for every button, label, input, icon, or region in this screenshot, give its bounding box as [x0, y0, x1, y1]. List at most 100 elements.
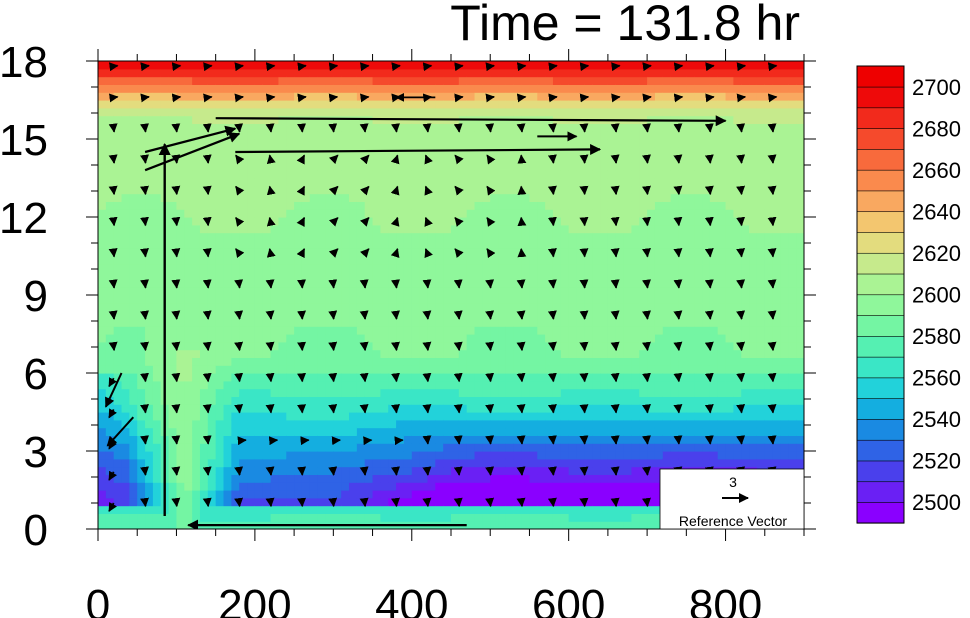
field-cell [482, 68, 491, 78]
field-cell [490, 318, 499, 327]
field-cell [592, 513, 601, 522]
field-cell [451, 365, 460, 374]
field-cell [396, 100, 405, 109]
field-cell [451, 61, 460, 70]
field-cell [317, 427, 327, 436]
field-cell [600, 458, 609, 468]
field-cell [623, 396, 633, 405]
field-cell [388, 318, 397, 327]
field-cell [419, 334, 429, 343]
field-cell [537, 341, 546, 351]
field-cell [294, 115, 303, 124]
field-cell [513, 92, 523, 101]
field-cell [654, 131, 664, 140]
field-cell [176, 115, 185, 124]
field-cell [576, 505, 585, 514]
field-cell [435, 178, 444, 187]
field-cell [482, 271, 491, 280]
field-cell [686, 209, 695, 218]
field-cell [725, 310, 734, 319]
field-cell [568, 139, 578, 148]
field-cell [254, 185, 264, 195]
field-cell [631, 357, 640, 366]
field-cell [239, 373, 248, 382]
field-cell [207, 326, 217, 335]
field-cell [325, 256, 334, 265]
field-cell [184, 201, 193, 210]
field-cell [694, 209, 703, 218]
field-cell [694, 334, 703, 343]
field-cell [317, 334, 327, 343]
field-cell [702, 193, 711, 202]
field-cell [537, 349, 546, 358]
field-cell [372, 107, 381, 117]
field-cell [325, 419, 334, 429]
field-cell [152, 334, 162, 343]
field-cell [419, 107, 429, 117]
field-cell [435, 310, 444, 319]
field-cell [545, 482, 554, 491]
field-cell [521, 396, 531, 405]
field-cell [364, 123, 374, 132]
field-cell [709, 193, 719, 202]
field-cell [529, 224, 538, 234]
field-cell [98, 482, 107, 491]
field-cell [521, 466, 531, 475]
field-cell [411, 451, 421, 460]
field-cell [168, 131, 178, 140]
field-cell [341, 107, 350, 117]
field-cell [647, 302, 656, 312]
field-cell [317, 170, 327, 179]
field-cell [278, 178, 287, 187]
field-cell [152, 505, 162, 514]
field-cell [686, 396, 695, 405]
field-cell [325, 185, 334, 195]
field-cell [403, 318, 413, 327]
field-cell [458, 68, 468, 78]
field-cell [709, 76, 719, 85]
field-cell [639, 451, 648, 460]
field-cell [623, 380, 633, 390]
field-cell [168, 388, 178, 397]
field-cell [137, 76, 146, 85]
field-cell [654, 84, 664, 93]
field-cell [98, 295, 107, 304]
field-cell [560, 146, 570, 156]
field-cell [482, 451, 491, 460]
field-cell [145, 466, 154, 475]
field-cell [333, 388, 342, 397]
field-cell [215, 404, 225, 413]
field-cell [521, 295, 531, 304]
field-cell [105, 154, 115, 163]
field-cell [584, 201, 593, 210]
field-cell [725, 217, 734, 226]
field-cell [466, 123, 476, 132]
field-cell [435, 302, 444, 312]
field-cell [568, 217, 578, 226]
field-cell [451, 170, 460, 179]
field-cell [654, 217, 664, 226]
field-cell [545, 310, 554, 319]
field-cell [717, 248, 727, 257]
field-cell [333, 326, 342, 335]
field-cell [458, 162, 468, 171]
field-cell [498, 521, 507, 529]
field-cell [529, 419, 538, 429]
field-cell [223, 310, 232, 319]
field-cell [466, 100, 476, 109]
field-cell [427, 263, 436, 273]
field-cell [278, 443, 287, 452]
field-cell [537, 458, 546, 468]
field-cell [301, 412, 311, 421]
field-cell [451, 482, 460, 491]
field-cell [168, 458, 178, 468]
field-cell [686, 458, 695, 468]
field-cell [576, 482, 585, 491]
field-cell [199, 458, 209, 468]
field-cell [145, 68, 154, 78]
field-cell [545, 256, 554, 265]
field-cell [662, 451, 672, 460]
field-cell [309, 451, 319, 460]
field-cell [278, 76, 287, 85]
field-cell [733, 100, 742, 109]
